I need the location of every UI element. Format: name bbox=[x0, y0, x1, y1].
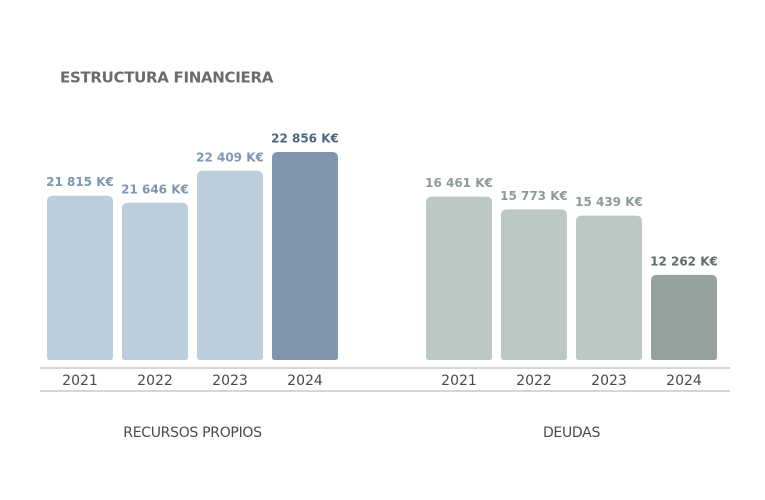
bar bbox=[272, 152, 338, 360]
x-tick-label: 2022 bbox=[516, 373, 552, 389]
value-label: 12 262 K€ bbox=[650, 254, 718, 268]
value-label: 22 409 K€ bbox=[196, 150, 264, 164]
bar bbox=[651, 274, 717, 360]
bar bbox=[426, 196, 492, 360]
page-title: ESTRUCTURA FINANCIERA bbox=[60, 69, 274, 87]
group-label: RECURSOS PROPIOS bbox=[123, 425, 262, 441]
value-label: 21 646 K€ bbox=[121, 182, 189, 196]
x-tick-label: 2021 bbox=[62, 373, 98, 389]
x-tick-label: 2024 bbox=[287, 373, 323, 389]
group-label: DEUDAS bbox=[543, 425, 600, 441]
x-tick-label: 2022 bbox=[137, 373, 173, 389]
value-label: 21 815 K€ bbox=[46, 175, 114, 189]
x-tick-label: 2023 bbox=[591, 373, 627, 389]
value-label: 22 856 K€ bbox=[271, 132, 339, 146]
x-tick-label: 2023 bbox=[212, 373, 248, 389]
bar bbox=[47, 195, 113, 360]
value-label: 15 439 K€ bbox=[575, 195, 643, 209]
bar bbox=[501, 209, 567, 360]
x-tick-label: 2021 bbox=[441, 373, 477, 389]
bar bbox=[122, 202, 188, 360]
bar bbox=[576, 215, 642, 360]
bar bbox=[197, 170, 263, 360]
value-label: 15 773 K€ bbox=[500, 189, 568, 203]
x-tick-label: 2024 bbox=[666, 373, 702, 389]
value-label: 16 461 K€ bbox=[425, 176, 493, 190]
